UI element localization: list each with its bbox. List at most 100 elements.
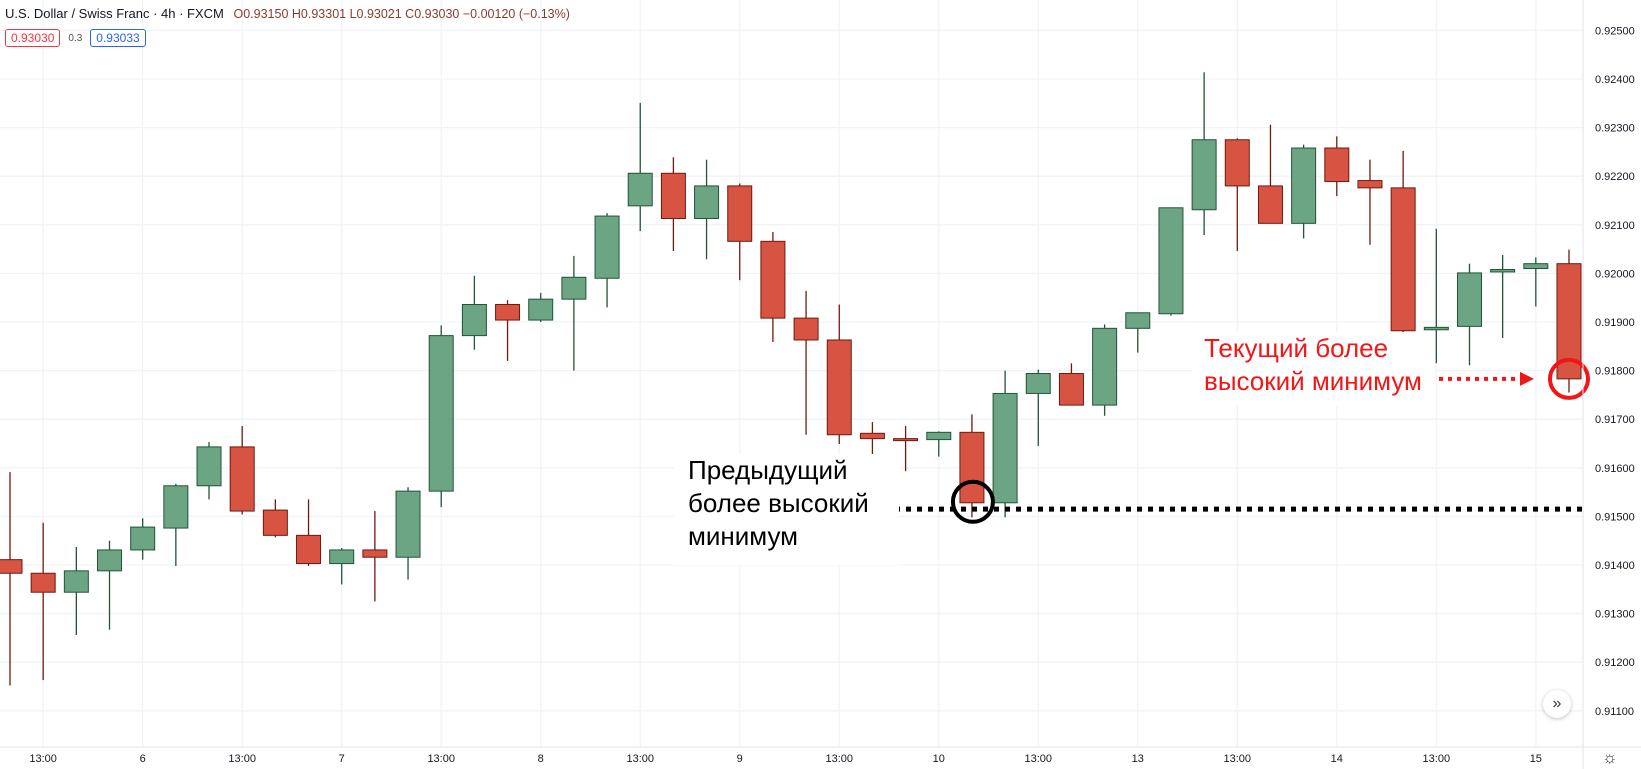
candle-body [63, 570, 89, 593]
candle-body [594, 215, 620, 279]
candle-up [329, 547, 355, 585]
current-low-circle [1547, 357, 1590, 400]
candle-up [1423, 228, 1449, 364]
candle-body [97, 549, 123, 572]
symbol-title[interactable]: U.S. Dollar / Swiss Franc · 4h · FXCM [5, 6, 224, 21]
x-tick-label: 13:00 [1224, 753, 1252, 765]
candle-up [528, 292, 554, 322]
candle-down [826, 304, 852, 444]
y-tick-label: 0.91400 [1595, 560, 1635, 572]
y-tick-label: 0.92200 [1595, 171, 1635, 183]
candle-down [0, 472, 23, 686]
candle-body [1523, 263, 1549, 270]
x-tick-label: 13 [1132, 753, 1144, 765]
candle-body [760, 240, 786, 319]
candle-down [1357, 159, 1383, 245]
x-tick-label: 13:00 [1025, 753, 1053, 765]
label-line: минимум [688, 521, 799, 551]
candle-down [229, 426, 255, 515]
sell-price-button[interactable]: 0.93030 [5, 29, 61, 47]
candle-body [893, 438, 919, 442]
candle-up [1025, 369, 1051, 446]
candle-body [1390, 187, 1416, 332]
x-tick-label: 14 [1331, 753, 1343, 765]
chart-legend: U.S. Dollar / Swiss Franc · 4h · FXCM O0… [5, 6, 570, 21]
time-axis[interactable]: 13:00 6 13:00 7 13:00 8 13:00 9 13:00 10 13:00 13 13… [29, 753, 1542, 765]
candle-body [329, 549, 355, 565]
x-tick-label: 8 [538, 753, 544, 765]
candle-down [1224, 138, 1250, 252]
x-tick-label: 13:00 [1423, 753, 1451, 765]
candle-body [1423, 326, 1449, 331]
x-tick-label: 13:00 [626, 753, 654, 765]
candle-body [229, 446, 255, 512]
candle-down [296, 499, 322, 566]
candle-down [760, 232, 786, 342]
candle-up [561, 255, 587, 371]
candle-up [627, 102, 653, 232]
candle-body [30, 572, 56, 593]
candle-body [959, 431, 985, 504]
candle-body [130, 526, 156, 551]
candle-body [826, 339, 852, 436]
candle-up [395, 487, 421, 580]
candle-body [1291, 147, 1317, 224]
candle-down [1324, 136, 1350, 197]
candle-body [727, 185, 753, 242]
candle-body [1224, 139, 1250, 187]
y-tick-label: 0.91600 [1595, 463, 1635, 475]
label-line: высокий минимум [1204, 366, 1422, 396]
label-line: Текущий более [1204, 333, 1389, 363]
candle-down [893, 426, 919, 472]
current-higher-low-label: Текущий более высокий минимум [1192, 332, 1434, 406]
x-tick-label: 13:00 [427, 753, 455, 765]
candle-up [1490, 254, 1516, 339]
candle-body [395, 490, 421, 558]
label-line: Предыдущий [688, 455, 848, 485]
buy-price-button[interactable]: 0.93033 [90, 29, 146, 47]
candle-body [362, 549, 388, 558]
candle-down [727, 183, 753, 281]
candle-body [1191, 139, 1217, 211]
candle-down [262, 499, 288, 538]
candle-body [660, 172, 686, 219]
candle-down [959, 414, 985, 518]
candle-up [926, 431, 952, 457]
y-tick-label: 0.92500 [1595, 25, 1635, 37]
candle-up [992, 370, 1018, 518]
y-tick-label: 0.91500 [1595, 511, 1635, 523]
ohlc-values: O0.93150 H0.93301 L0.93021 C0.93030 −0.0… [233, 7, 570, 21]
candle-up [461, 275, 487, 350]
candle-up [1291, 144, 1317, 239]
x-tick-label: 9 [737, 753, 743, 765]
candle-body [694, 185, 720, 219]
y-tick-label: 0.91200 [1595, 657, 1635, 669]
arrowhead-icon [1520, 371, 1534, 386]
candle-down [660, 157, 686, 252]
candle-body [1125, 312, 1151, 329]
candle-body [1257, 185, 1283, 224]
candle-body [0, 559, 23, 574]
candle-body [1456, 272, 1482, 327]
candle-body [1092, 327, 1118, 406]
x-tick-label: 7 [339, 753, 345, 765]
candle-down [362, 511, 388, 602]
candle-body [428, 335, 454, 492]
candle-body [163, 485, 189, 529]
candle-body [1490, 269, 1516, 273]
double-chevron-right-icon[interactable]: » [1543, 690, 1571, 718]
candle-body [528, 298, 554, 321]
annotations [884, 357, 1590, 524]
candle-body [859, 432, 885, 440]
y-tick-label: 0.91700 [1595, 414, 1635, 426]
x-tick-label: 13:00 [29, 753, 57, 765]
candle-down [793, 290, 819, 435]
x-tick-label: 6 [140, 753, 146, 765]
candle-down [1058, 363, 1084, 406]
previous-low-circle [950, 479, 995, 524]
candle-body [495, 304, 521, 321]
gear-icon[interactable]: ☼ [1602, 748, 1618, 767]
price-axis[interactable]: 0.92500 0.92400 0.92300 0.92200 0.92100 0.920… [1595, 25, 1635, 717]
y-tick-label: 0.91900 [1595, 317, 1635, 329]
